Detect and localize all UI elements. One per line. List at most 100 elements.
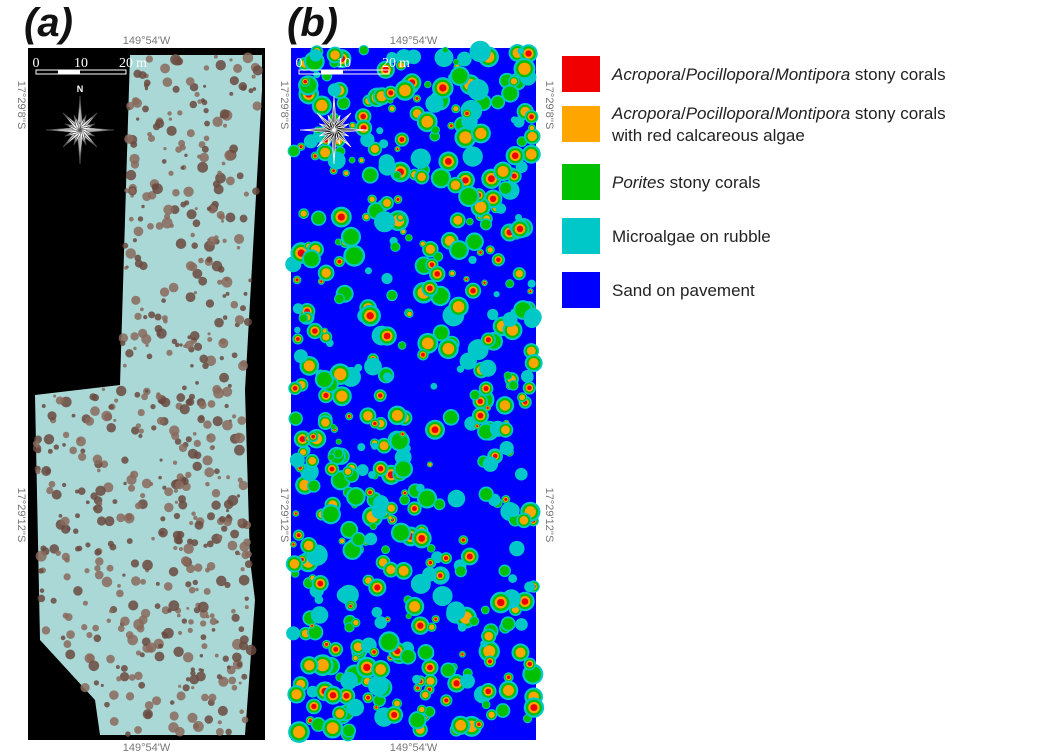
coral-patch [185,398,193,406]
coral-patch [189,674,200,685]
class-patch [367,675,389,696]
class-patch [501,425,510,435]
class-patch [374,211,396,233]
coral-patch [199,152,209,163]
coral-patch [158,643,164,649]
coral-patch [182,652,194,663]
class-patch [370,523,377,530]
coral-patch [225,509,230,513]
coral-patch [50,597,57,604]
coral-patch [157,332,161,337]
coral-patch [185,581,192,588]
class-patch [353,620,359,626]
class-patch [497,598,505,607]
coral-patch [186,129,195,138]
class-patch [503,86,518,101]
class-patch [462,177,469,184]
coral-patch [47,448,53,454]
class-patch [426,677,435,686]
coral-patch [231,684,238,691]
coral-patch [38,568,44,574]
class-patch [368,470,376,479]
coral-patch [200,668,205,673]
scale-bar-segment [321,70,343,74]
class-patch [425,244,435,254]
coral-patch [190,667,196,672]
class-patch [482,456,499,472]
coral-patch [151,536,155,541]
coral-patch [227,540,238,551]
coral-patch [213,54,218,59]
coral-patch [140,578,146,585]
class-patch [432,585,453,607]
coral-patch [81,624,88,631]
class-patch [527,385,532,391]
coral-patch [191,539,199,547]
coral-patch [66,630,75,639]
coral-patch [186,209,197,220]
class-patch [517,137,527,146]
coral-patch [138,428,144,434]
class-patch [483,281,486,284]
class-patch [527,131,537,142]
coral-patch [125,248,136,259]
coral-patch [131,426,140,435]
coral-patch [195,381,199,385]
class-patch [469,40,491,63]
class-patch [292,725,306,739]
coral-patch [236,172,244,180]
coral-patch [230,529,240,539]
coral-patch [40,545,47,552]
class-patch [496,257,501,263]
coral-patch [58,514,63,518]
coral-patch [224,581,231,589]
class-patch [415,97,419,100]
class-patch [295,337,300,341]
class-patch [456,365,465,373]
class-patch [382,372,393,382]
legend-label: Sand on pavement [612,281,755,300]
coral-patch [106,654,115,664]
class-patch [320,280,323,283]
coral-patch [35,550,47,562]
coral-patch [128,484,136,492]
coral-patch [209,617,218,626]
class-patch [335,709,345,718]
coral-patch [197,415,205,424]
class-patch [453,680,460,687]
coral-patch [225,728,232,736]
coral-patch [173,488,178,493]
coral-patch [237,416,247,425]
coral-patch [211,489,221,498]
class-patch [487,659,492,664]
coral-patch [251,74,256,79]
class-patch [466,218,473,225]
coral-patch [169,711,179,721]
class-patch [526,346,536,356]
class-patch [386,565,396,575]
class-patch [401,229,406,234]
coral-patch [215,172,226,184]
class-patch [419,490,435,507]
coral-patch [32,440,40,448]
class-patch [434,326,449,340]
coral-patch [60,516,70,526]
coral-patch [192,579,198,586]
coral-patch [93,504,103,514]
coral-patch [203,420,212,429]
coral-patch [124,188,130,193]
coral-patch [71,413,76,418]
coral-patch [225,212,236,223]
coral-patch [205,481,210,487]
coral-patch [134,391,141,398]
coral-patch [224,403,229,409]
class-patch [509,540,525,557]
class-patch [406,49,422,65]
coral-patch [132,238,138,243]
class-patch [497,165,509,177]
class-patch [398,342,406,349]
coral-patch [209,613,215,619]
coral-patch [159,530,165,536]
class-patch [378,158,397,176]
coral-patch [181,618,188,624]
